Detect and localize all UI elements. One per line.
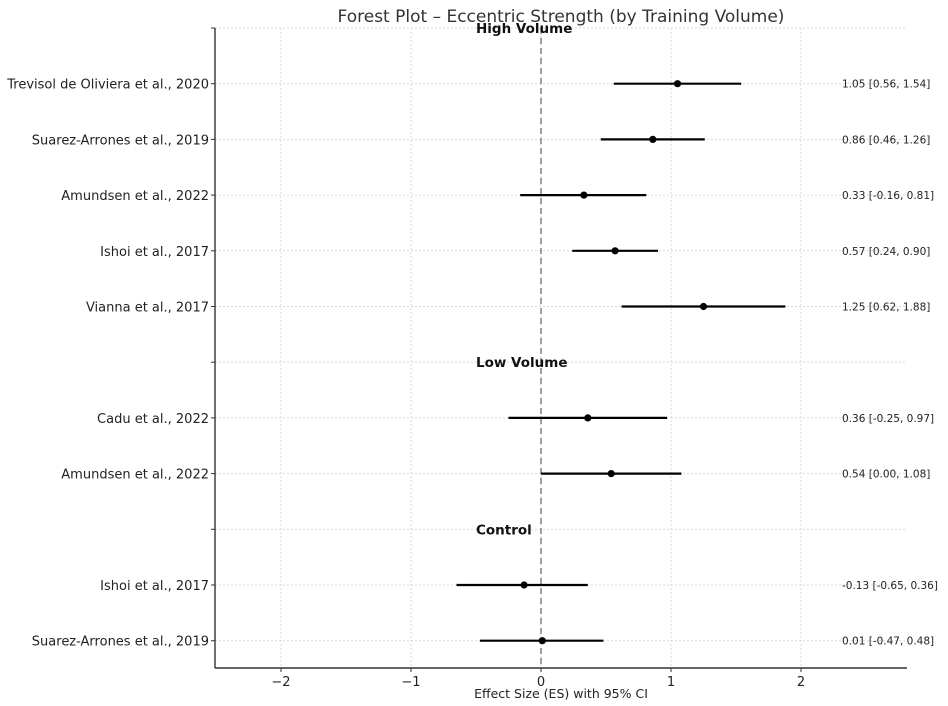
study-label: Amundsen et al., 2022 xyxy=(61,189,209,204)
effect-point xyxy=(673,80,682,88)
study-row: Amundsen et al., 2022 0.54 [0.00, 1.08] xyxy=(61,468,930,483)
effect-point xyxy=(580,191,588,199)
study-label: Ishoi et al., 2017 xyxy=(100,245,209,260)
effect-point xyxy=(584,414,592,422)
study-row: Cadu et al., 2022 0.36 [-0.25, 0.97] xyxy=(97,412,934,427)
study-row: Ishoi et al., 2017 0.57 [0.24, 0.90] xyxy=(100,245,930,260)
effect-point xyxy=(611,247,619,255)
x-tick-label: 1 xyxy=(667,675,675,690)
effect-point xyxy=(538,637,546,645)
study-label: Vianna et al., 2017 xyxy=(86,301,209,316)
effect-point xyxy=(699,302,708,311)
axes: −2 −1 0 1 2 xyxy=(211,27,907,690)
es-annotation: 0.33 [-0.16, 0.81] xyxy=(842,190,934,202)
effect-point xyxy=(607,470,615,478)
effect-point xyxy=(520,581,528,589)
study-row: Suarez-Arrones et al., 2019 0.86 [0.46, 1… xyxy=(32,133,931,148)
study-label: Cadu et al., 2022 xyxy=(97,412,209,427)
es-annotation: 0.01 [-0.47, 0.48] xyxy=(842,636,934,648)
es-annotation: 1.25 [0.62, 1.88] xyxy=(842,302,930,314)
x-axis-label: Effect Size (ES) with 95% CI xyxy=(474,686,648,701)
study-row: Ishoi et al., 2017 -0.13 [-0.65, 0.36] xyxy=(100,579,938,594)
study-rows: High Volume Trevisol de Oliviera et al., … xyxy=(6,21,938,650)
x-tick-label: 0 xyxy=(537,675,545,690)
study-label: Trevisol de Oliviera et al., 2020 xyxy=(6,78,209,93)
study-row: Suarez-Arrones et al., 2019 0.01 [-0.47, … xyxy=(32,635,934,650)
es-annotation: -0.13 [-0.65, 0.36] xyxy=(842,580,938,592)
es-annotation: 0.36 [-0.25, 0.97] xyxy=(842,413,934,425)
x-tick-label: 2 xyxy=(797,675,805,690)
study-row: Vianna et al., 2017 1.25 [0.62, 1.88] xyxy=(86,301,930,316)
study-row: Trevisol de Oliviera et al., 2020 1.05 [0… xyxy=(6,78,930,93)
chart-title: Forest Plot – Eccentric Strength (by Tra… xyxy=(338,7,785,27)
x-tick-label: −1 xyxy=(401,675,420,690)
group-label: Low Volume xyxy=(476,355,568,371)
study-label: Amundsen et al., 2022 xyxy=(61,468,209,483)
study-label: Suarez-Arrones et al., 2019 xyxy=(32,133,209,148)
study-row: Amundsen et al., 2022 0.33 [-0.16, 0.81] xyxy=(61,189,934,204)
group-label: Control xyxy=(476,522,532,538)
es-annotation: 0.54 [0.00, 1.08] xyxy=(842,469,930,481)
study-label: Ishoi et al., 2017 xyxy=(100,579,209,594)
gridlines xyxy=(215,27,907,668)
effect-point xyxy=(649,135,657,143)
study-label: Suarez-Arrones et al., 2019 xyxy=(32,635,209,650)
es-annotation: 1.05 [0.56, 1.54] xyxy=(842,79,930,91)
x-tick-label: −2 xyxy=(271,675,290,690)
es-annotation: 0.86 [0.46, 1.26] xyxy=(842,134,930,146)
es-annotation: 0.57 [0.24, 0.90] xyxy=(842,246,930,258)
group-label: High Volume xyxy=(476,21,572,37)
